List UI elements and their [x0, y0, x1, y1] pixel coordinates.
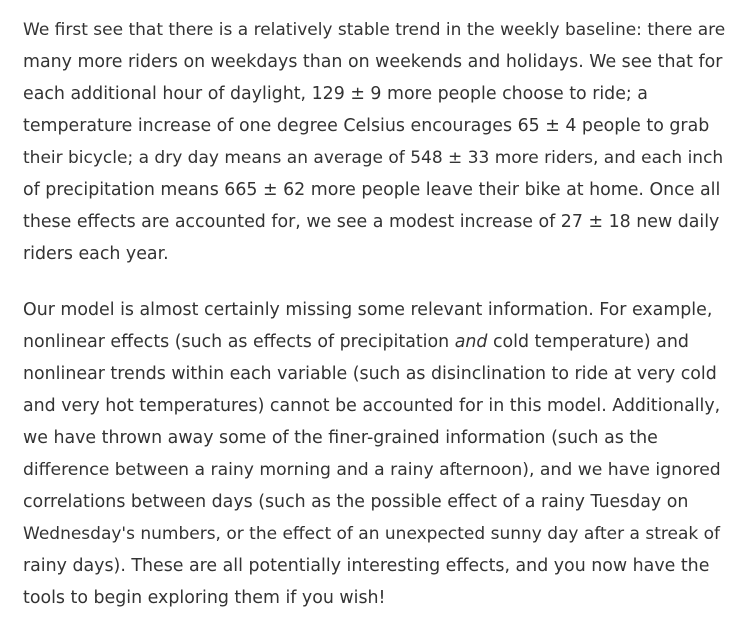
text-line: Wednesday's numbers, or the effect of an…: [23, 524, 720, 544]
text-line: rainy days). These are all potentially i…: [23, 556, 710, 576]
text-line: correlations between days (such as the p…: [23, 492, 689, 512]
text-line: many more riders on weekdays than on wee…: [23, 52, 723, 72]
text-line: We first see that there is a relatively …: [23, 20, 726, 40]
text-line: nonlinear trends within each variable (s…: [23, 364, 717, 384]
text-segment: nonlinear effects (such as effects of pr…: [23, 332, 455, 352]
text-line: and very hot temperatures) cannot be acc…: [23, 396, 721, 416]
text-line: difference between a rainy morning and a…: [23, 460, 721, 480]
text-line: their bicycle; a dry day means an averag…: [23, 148, 724, 168]
text-line: tools to begin exploring them if you wis…: [23, 588, 386, 608]
article-body: We first see that there is a relatively …: [23, 14, 727, 614]
paragraph-results: We first see that there is a relatively …: [23, 14, 727, 270]
text-line: nonlinear effects (such as effects of pr…: [23, 326, 727, 358]
text-line: riders each year.: [23, 244, 169, 264]
text-line: temperature increase of one degree Celsi…: [23, 116, 710, 136]
text-line: we have thrown away some of the finer-gr…: [23, 428, 658, 448]
emphasis-text: and: [454, 332, 488, 352]
text-line: Our model is almost certainly missing so…: [23, 300, 713, 320]
paragraph-limitations: Our model is almost certainly missing so…: [23, 294, 727, 614]
text-line: of precipitation means 665 ± 62 more peo…: [23, 180, 721, 200]
text-line: these effects are accounted for, we see …: [23, 212, 720, 232]
text-line: each additional hour of daylight, 129 ± …: [23, 84, 648, 104]
text-segment: cold temperature) and: [487, 332, 689, 352]
